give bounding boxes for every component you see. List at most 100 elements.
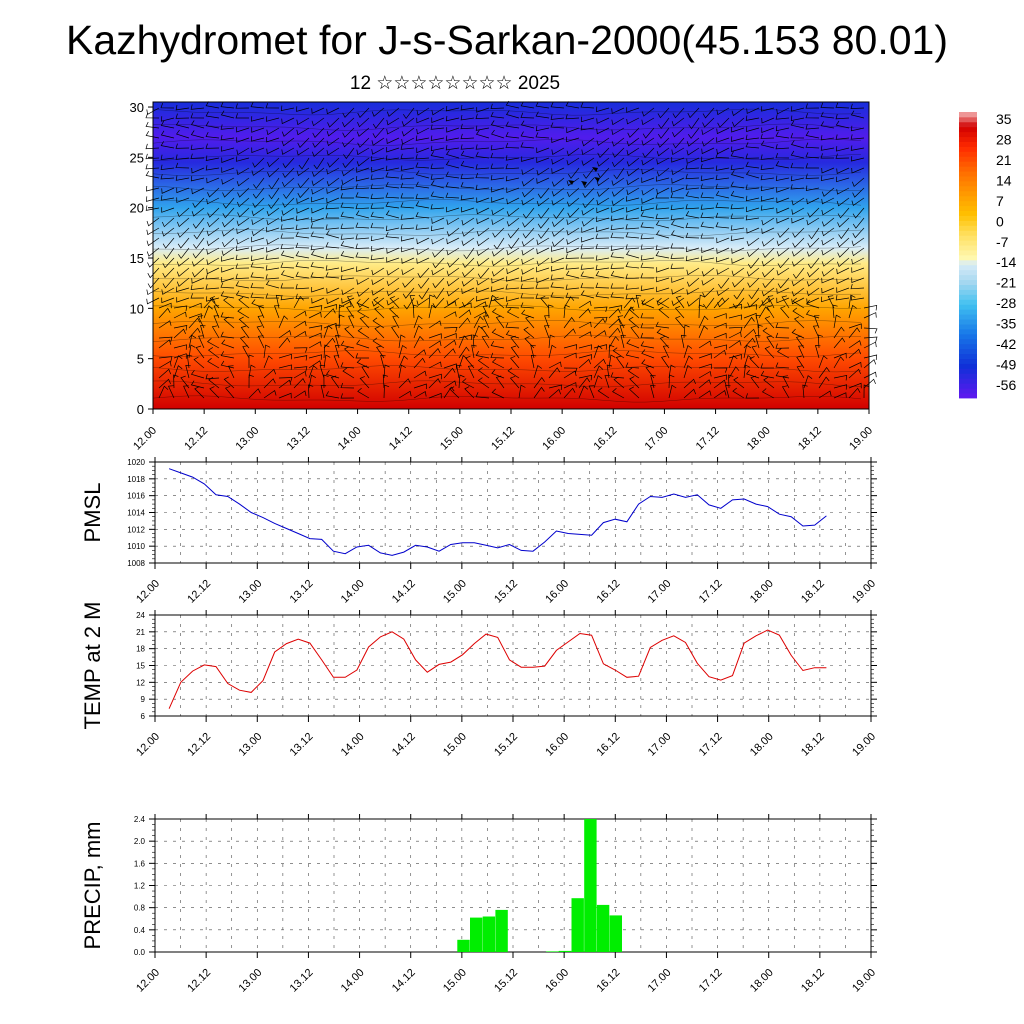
x-tick-label: 13.00 [236, 967, 264, 995]
precip-panel: 0.0 0.4 0.8 1.2 1.6 2.0 2.4 12.00 12.12 13.00 13.1… [80, 814, 878, 995]
colorbar-swatch [959, 353, 977, 359]
x-tick-label: 18.00 [748, 731, 776, 759]
colorbar-swatch [959, 250, 977, 256]
x-tick-label: 14.12 [390, 967, 418, 995]
colorbar-swatch [959, 156, 977, 162]
x-tick-label: 12.00 [134, 967, 162, 995]
x-tick-label: 16.00 [543, 731, 571, 759]
colorbar-swatch [959, 309, 977, 315]
colorbar-swatch [959, 333, 977, 340]
x-tick-label: 13.00 [236, 578, 264, 606]
x-tick-label: 16.00 [543, 967, 571, 995]
wind-pennant [568, 180, 574, 185]
precip-bar [457, 939, 470, 952]
y-tick-label: 2.4 [134, 815, 146, 824]
precip-bar [558, 950, 572, 952]
wind-barbs [145, 100, 878, 399]
x-tick-label: 19.00 [850, 731, 878, 759]
colorbar-swatch [959, 205, 977, 212]
colorbar-swatch [959, 328, 977, 335]
y-tick-label: 1012 [127, 525, 145, 534]
colorbar-swatch [959, 215, 977, 221]
x-tick-label: 19.00 [850, 578, 878, 606]
colorbar-swatch [959, 116, 977, 123]
y-tick-label: 1.6 [134, 859, 146, 868]
y-tick-label: 1018 [127, 475, 145, 484]
colorbar-swatch [959, 304, 977, 310]
y-tick-label: 1.2 [134, 882, 146, 891]
x-tick-label: 16.12 [594, 731, 622, 759]
colorbar-label: -56 [996, 377, 1016, 393]
colorbar-swatch [959, 195, 977, 202]
colorbar-swatch [959, 319, 977, 325]
x-tick-label: 12.12 [185, 967, 213, 995]
precip-bar [495, 909, 508, 952]
colorbar-swatch [959, 136, 977, 142]
x-tick-label: 18.12 [799, 967, 827, 995]
x-tick-label: 19.00 [850, 967, 878, 995]
x-tick-label: 14.12 [390, 731, 418, 759]
panel-frame [154, 461, 872, 564]
y-axis-label: TEMP at 2 M [80, 602, 105, 730]
precip-bar [584, 819, 597, 952]
x-tick-label: 18.00 [745, 425, 773, 453]
x-tick-label: 15.12 [492, 731, 520, 759]
y-tick-label: 21 [136, 628, 145, 637]
y-tick-label: 1010 [127, 542, 145, 551]
colorbar-label: -28 [996, 295, 1016, 311]
colorbar-swatch [959, 245, 977, 251]
colorbar-swatch [959, 274, 977, 281]
x-tick-label: 15.12 [492, 578, 520, 606]
x-tick-label: 15.00 [438, 425, 466, 453]
colorbar-swatch [959, 373, 977, 379]
chart-title: Kazhydromet for J-s-Sarkan-2000(45.153 8… [66, 17, 948, 63]
y-tick-label: 25 [130, 150, 144, 165]
colorbar-swatch [959, 190, 977, 197]
colorbar-swatch [959, 299, 977, 305]
colorbar-label: 14 [996, 172, 1012, 188]
precip-bar [470, 917, 483, 952]
y-tick-label: 2.0 [134, 837, 146, 846]
grid-lines [155, 819, 871, 952]
x-tick-label: 18.00 [748, 967, 776, 995]
grid-lines [155, 462, 871, 563]
x-tick-label: 17.12 [697, 731, 725, 759]
y-axis-label: PMSL [80, 483, 105, 543]
height-temperature-panel: 0 5 10 15 20 25 30 12.00 12.12 13.00 13.12 14.00 14.… [130, 100, 878, 453]
x-tick-label: 18.12 [799, 731, 827, 759]
colorbar-swatch [959, 314, 977, 320]
x-tick-label: 17.00 [646, 967, 674, 995]
x-tick-label: 15.12 [489, 425, 517, 453]
x-tick-label: 13.12 [288, 578, 316, 606]
colorbar-swatch [959, 358, 977, 364]
colorbar-label: 21 [996, 152, 1012, 168]
colorbar-swatch [959, 181, 977, 187]
y-tick-label: 0.8 [134, 904, 146, 913]
precip-bar [609, 915, 622, 952]
colorbar-label: 35 [996, 111, 1012, 127]
y-tick-label: 30 [130, 100, 144, 115]
x-tick-label: 16.12 [594, 967, 622, 995]
colorbar-swatch [959, 294, 977, 300]
colorbar-swatch [959, 200, 977, 207]
precip-bar [546, 951, 559, 952]
y-tick-label: 1016 [127, 492, 145, 501]
colorbar-swatch [959, 121, 977, 128]
x-tick-label: 17.00 [646, 731, 674, 759]
pmsl-panel: 1008 1010 1012 1014 1016 1018 1020 12.00 12.12 13… [80, 457, 878, 606]
colorbar-label: 7 [996, 193, 1004, 209]
x-tick-label: 15.12 [492, 967, 520, 995]
colorbar-swatch [959, 225, 977, 231]
y-tick-label: 15 [130, 251, 144, 266]
colorbar-swatch [959, 324, 977, 330]
panel-frame [154, 614, 872, 717]
x-tick-label: 14.12 [390, 578, 418, 606]
colorbar-swatch [959, 146, 977, 152]
temperature-field [153, 102, 869, 409]
y-tick-label: 0.0 [134, 948, 146, 957]
x-tick-label: 16.00 [540, 425, 568, 453]
colorbar-swatch [959, 343, 977, 350]
y-tick-label: 0.4 [134, 926, 146, 935]
wind-pennant [594, 177, 600, 182]
